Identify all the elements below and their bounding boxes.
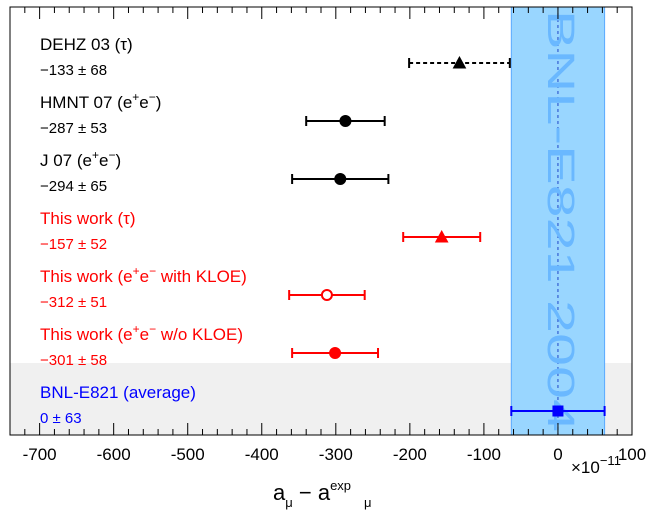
x-tick-label: -100	[467, 445, 501, 464]
entry-label: This work (τ)	[40, 209, 136, 228]
entry-value-label: −301 ± 58	[40, 352, 107, 369]
entry-label: This work (e+e− with KLOE)	[40, 264, 247, 286]
entry-value-label: −287 ± 53	[40, 120, 107, 137]
entry-label: BNL-E821 (average)	[40, 383, 196, 402]
x-tick-label: -700	[23, 445, 57, 464]
entry-2: J 07 (e+e−) −294 ± 65	[40, 148, 390, 195]
band-label: BNL-E821 2004	[539, 10, 581, 432]
data-point	[434, 229, 449, 243]
axis-scale-label: ×10−11	[571, 453, 621, 477]
entry-5: This work (e+e− w/o KLOE) −301 ± 58	[40, 322, 380, 369]
x-tick-label: -200	[393, 445, 427, 464]
entry-value-label: −157 ± 52	[40, 236, 107, 253]
x-tick-label: -400	[245, 445, 279, 464]
data-point	[452, 55, 467, 69]
data-point	[329, 347, 342, 359]
x-tick-label: -600	[97, 445, 131, 464]
x-axis-title-sub: μ	[364, 495, 372, 510]
entry-label: This work (e+e− w/o KLOE)	[40, 322, 243, 344]
entry-label: DEHZ 03 (τ)	[40, 35, 133, 54]
x-tick-label: 0	[553, 445, 562, 464]
entry-value-label: −294 ± 65	[40, 178, 107, 195]
entry-0: DEHZ 03 (τ) −133 ± 68	[40, 35, 511, 79]
entry-value-label: 0 ± 63	[40, 410, 82, 427]
x-tick-label: 100	[618, 445, 646, 464]
entry-value-label: −133 ± 68	[40, 62, 107, 79]
entry-6: BNL-E821 (average) 0 ± 63	[40, 383, 606, 427]
x-tick-label: -300	[319, 445, 353, 464]
data-point	[334, 173, 347, 185]
x-axis-title: aμ − aexp	[273, 478, 351, 510]
entry-1: HMNT 07 (e+e−) −287 ± 53	[40, 90, 386, 137]
data-point	[339, 115, 352, 127]
data-point	[552, 405, 564, 417]
entry-label: HMNT 07 (e+e−)	[40, 90, 161, 112]
data-point	[320, 289, 333, 301]
entry-value-label: −312 ± 51	[40, 294, 107, 311]
x-tick-label: -500	[171, 445, 205, 464]
entry-4: This work (e+e− with KLOE) −312 ± 51	[40, 264, 366, 311]
entry-label: J 07 (e+e−)	[40, 148, 121, 170]
entry-3: This work (τ) −157 ± 52	[40, 209, 482, 253]
